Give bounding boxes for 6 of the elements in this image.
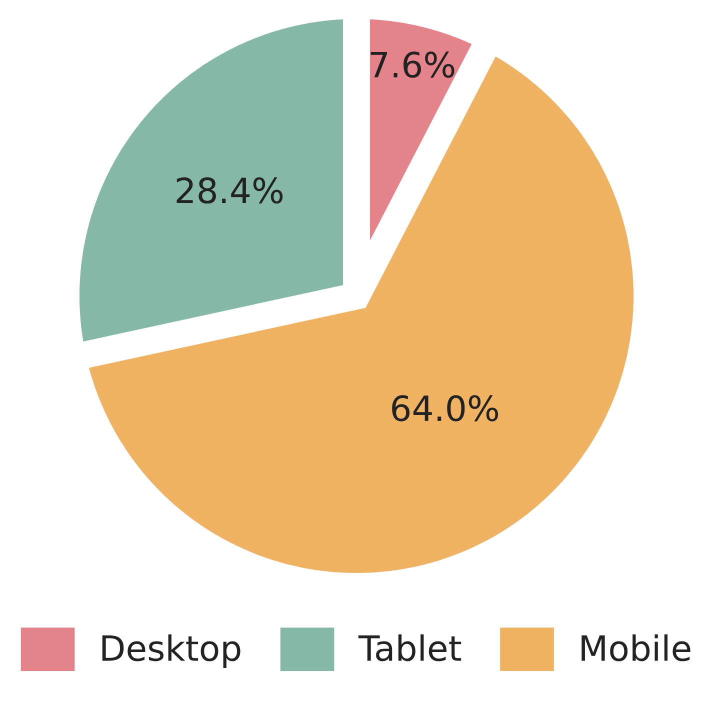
- legend-label: Tablet: [358, 634, 462, 662]
- data-label: 28.4%: [176, 177, 283, 204]
- legend-label: Desktop: [102, 634, 240, 668]
- data-label: 64.0%: [392, 395, 498, 422]
- legend-label: Mobile: [582, 634, 690, 662]
- data-label: 7.6%: [370, 52, 454, 78]
